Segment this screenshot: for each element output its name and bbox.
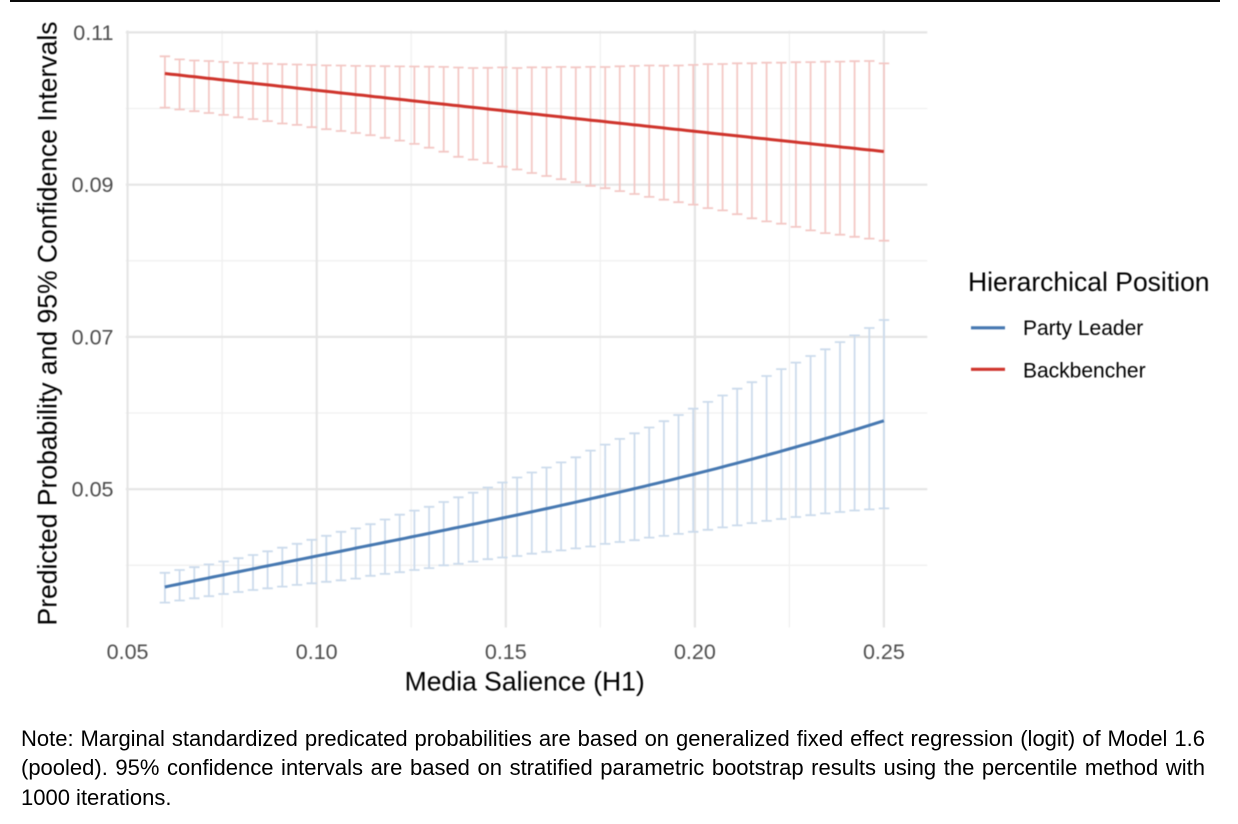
svg-text:Predicted Probability and 95%: Predicted Probability and 95% Confidence… xyxy=(33,22,63,626)
svg-text:0.09: 0.09 xyxy=(72,173,114,197)
svg-text:Party Leader: Party Leader xyxy=(1023,317,1143,340)
svg-text:0.20: 0.20 xyxy=(674,640,716,664)
svg-text:Hierarchical Position: Hierarchical Position xyxy=(968,267,1210,297)
svg-text:0.10: 0.10 xyxy=(296,640,338,664)
svg-text:Backbencher: Backbencher xyxy=(1023,359,1146,382)
svg-text:Media Salience (H1): Media Salience (H1) xyxy=(405,667,645,697)
svg-text:0.07: 0.07 xyxy=(72,325,114,349)
svg-text:0.11: 0.11 xyxy=(73,21,113,45)
svg-text:0.15: 0.15 xyxy=(485,640,527,664)
svg-text:0.05: 0.05 xyxy=(72,478,114,502)
svg-text:0.05: 0.05 xyxy=(107,640,149,664)
svg-text:0.25: 0.25 xyxy=(863,640,905,664)
